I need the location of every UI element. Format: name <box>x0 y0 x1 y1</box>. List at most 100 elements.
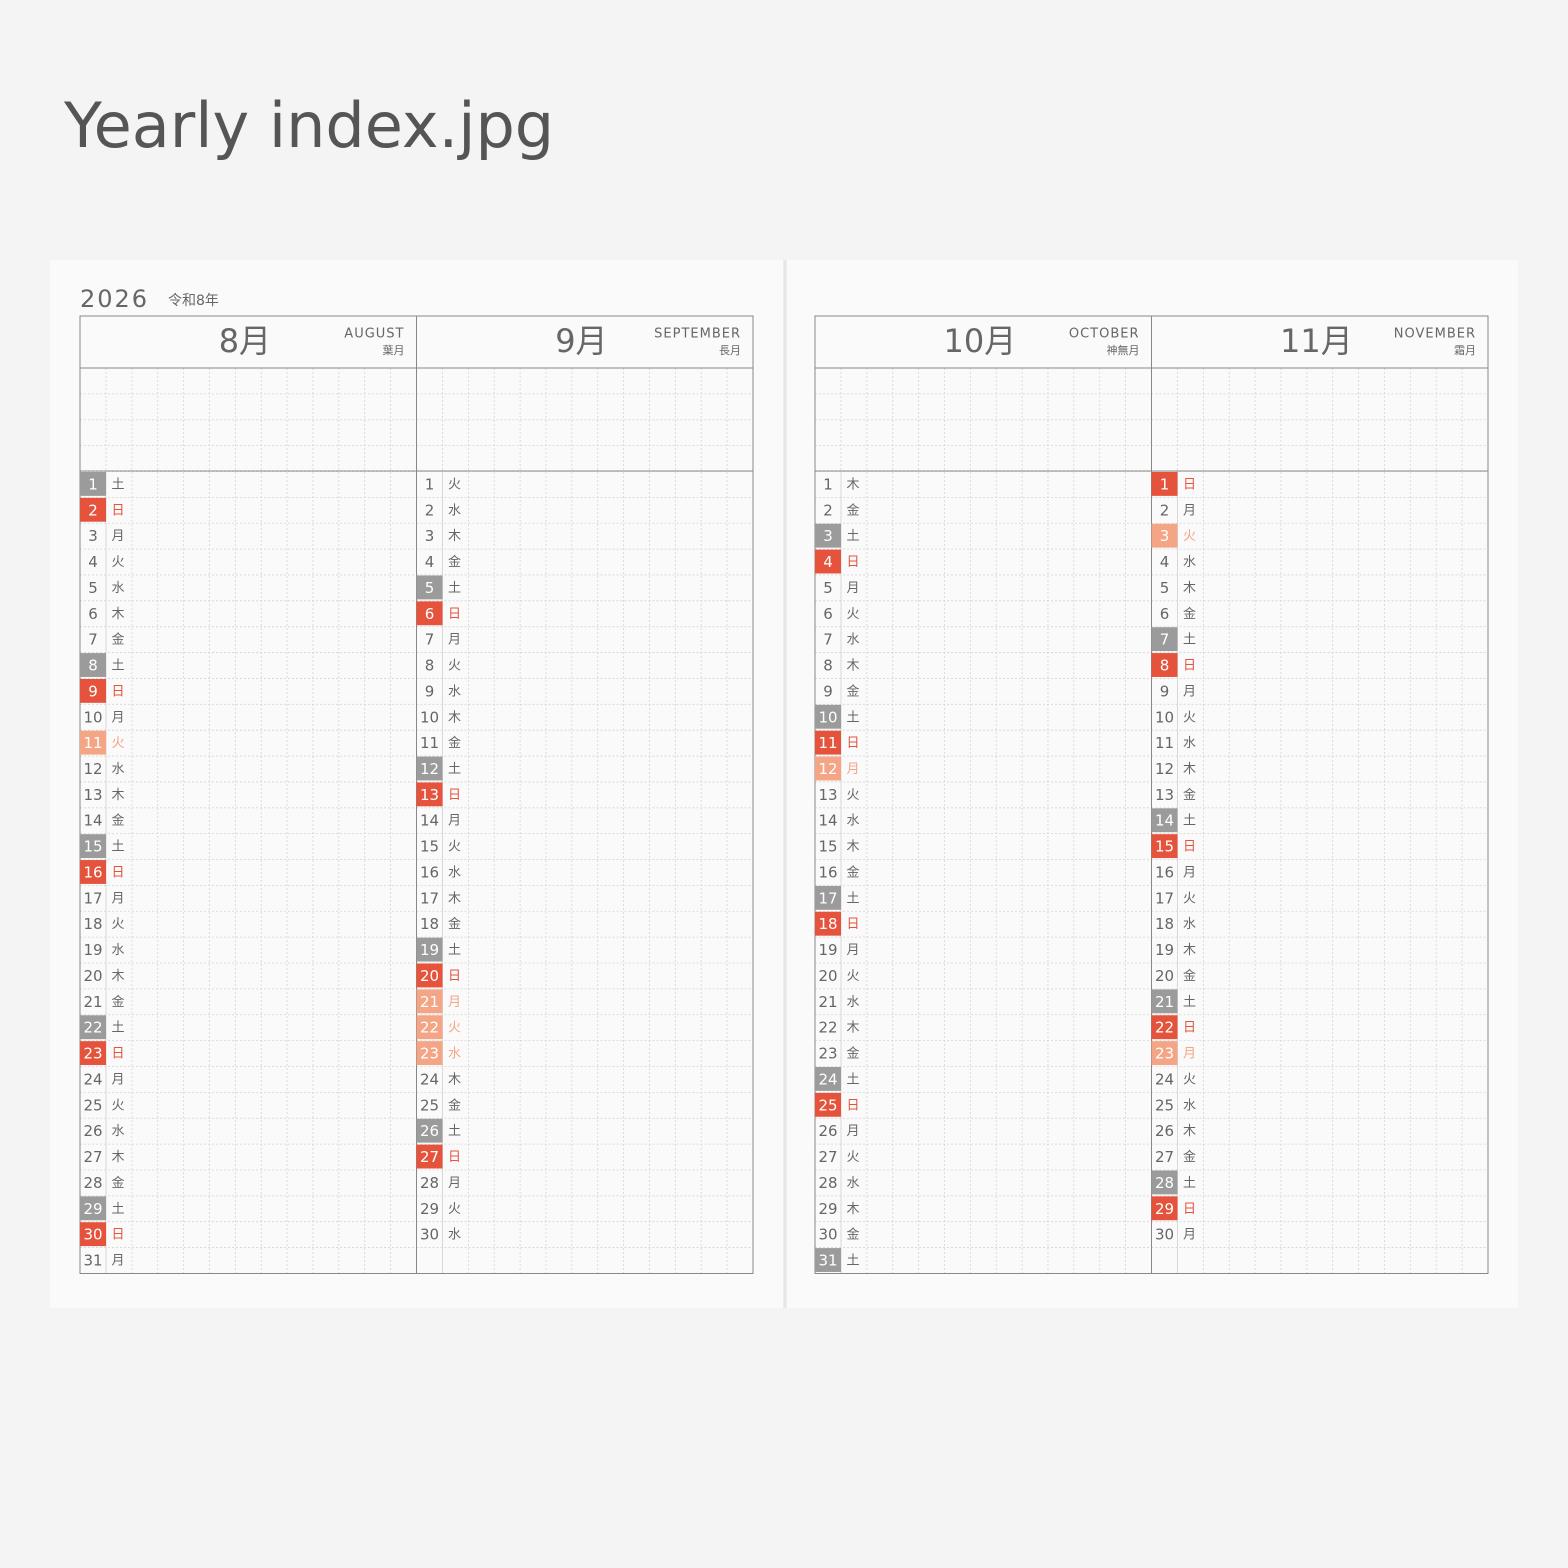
day-highlight <box>1151 1041 1178 1066</box>
weekday: 水 <box>448 684 461 699</box>
day-number: 26 <box>83 1122 102 1140</box>
weekday: 木 <box>846 840 859 855</box>
day-number: 2 <box>1160 501 1170 519</box>
weekday: 月 <box>846 943 859 958</box>
day-highlight <box>416 989 443 1014</box>
weekday: 土 <box>111 1202 124 1217</box>
day-number: 22 <box>818 1019 837 1037</box>
weekday: 火 <box>448 477 461 492</box>
day-number: 23 <box>83 1045 102 1063</box>
weekday: 土 <box>111 659 124 674</box>
day-highlight <box>80 1015 106 1040</box>
month-label: 10月 <box>944 322 1017 360</box>
day-highlight <box>1151 472 1178 496</box>
era: 令和8年 <box>168 293 219 309</box>
day-highlight <box>80 860 106 884</box>
day-number: 20 <box>1155 967 1174 985</box>
day-number: 19 <box>818 941 837 959</box>
weekday: 金 <box>448 916 461 932</box>
weekday: 金 <box>111 632 124 648</box>
weekday: 木 <box>111 788 124 803</box>
day-highlight <box>416 1015 443 1040</box>
weekday: 日 <box>111 503 124 518</box>
weekday: 木 <box>448 710 461 725</box>
day-number: 23 <box>818 1045 837 1063</box>
day-number: 4 <box>88 553 98 571</box>
day-number: 2 <box>425 501 435 519</box>
weekday: 土 <box>448 943 461 958</box>
weekday: 水 <box>1183 555 1196 570</box>
day-number: 20 <box>420 967 439 985</box>
weekday: 土 <box>448 1124 461 1139</box>
day-number: 4 <box>823 553 833 571</box>
day-number: 26 <box>1155 1122 1174 1140</box>
day-number: 1 <box>425 475 435 493</box>
weekday: 金 <box>1183 606 1196 622</box>
month-name: NOVEMBER <box>1394 327 1476 342</box>
weekday: 木 <box>1183 943 1196 958</box>
day-highlight <box>815 911 841 936</box>
day-number: 27 <box>83 1148 102 1166</box>
weekday: 土 <box>448 762 461 777</box>
day-highlight <box>1151 989 1178 1014</box>
weekday: 金 <box>448 735 461 751</box>
day-number: 27 <box>818 1148 837 1166</box>
day-highlight <box>80 472 106 496</box>
weekday: 金 <box>448 554 461 570</box>
weekday: 水 <box>846 814 859 829</box>
day-number: 6 <box>88 605 98 623</box>
day-highlight <box>416 1118 443 1143</box>
day-number: 12 <box>1155 760 1174 778</box>
day-number: 17 <box>818 889 837 907</box>
weekday: 水 <box>846 633 859 648</box>
day-number: 31 <box>83 1252 102 1270</box>
day-highlight <box>416 963 443 988</box>
day-number: 28 <box>83 1174 102 1192</box>
day-highlight <box>416 756 443 781</box>
weekday: 金 <box>448 1097 461 1113</box>
day-number: 30 <box>1155 1226 1174 1244</box>
weekday: 火 <box>448 1202 461 1217</box>
day-number: 15 <box>83 838 102 856</box>
weekday: 火 <box>111 555 124 570</box>
weekday: 日 <box>846 555 859 570</box>
weekday: 日 <box>111 684 124 699</box>
day-number: 16 <box>1155 863 1174 881</box>
weekday: 木 <box>1183 762 1196 777</box>
day-highlight <box>416 1144 443 1169</box>
weekday: 日 <box>1183 1021 1196 1036</box>
weekday: 日 <box>846 736 859 751</box>
day-number: 21 <box>818 993 837 1011</box>
weekday: 木 <box>111 1150 124 1165</box>
weekday: 木 <box>846 1021 859 1036</box>
weekday: 金 <box>846 864 859 880</box>
weekday: 金 <box>846 502 859 518</box>
day-highlight <box>80 1196 106 1221</box>
day-highlight <box>1151 808 1178 833</box>
day-number: 29 <box>83 1200 102 1218</box>
title: Yearly index.jpg <box>63 89 554 162</box>
weekday: 金 <box>1183 1149 1196 1165</box>
weekday: 火 <box>846 788 859 803</box>
day-number: 8 <box>1160 657 1170 675</box>
day-number: 6 <box>425 605 435 623</box>
weekday: 月 <box>1183 1228 1196 1243</box>
day-number: 29 <box>420 1200 439 1218</box>
day-number: 10 <box>83 708 102 726</box>
day-number: 2 <box>88 501 98 519</box>
day-number: 14 <box>83 812 102 830</box>
weekday: 月 <box>1183 684 1196 699</box>
day-number: 20 <box>83 967 102 985</box>
day-number: 18 <box>420 915 439 933</box>
weekday: 月 <box>1183 865 1196 880</box>
day-highlight <box>815 1092 841 1117</box>
day-number: 13 <box>1155 786 1174 804</box>
day-number: 24 <box>1155 1070 1174 1088</box>
day-number: 28 <box>1155 1174 1174 1192</box>
year: 2026 <box>80 285 149 313</box>
weekday: 日 <box>846 917 859 932</box>
month-old-name: 霜月 <box>1454 344 1476 357</box>
weekday: 水 <box>1183 917 1196 932</box>
weekday: 火 <box>111 917 124 932</box>
day-number: 3 <box>1160 527 1170 545</box>
